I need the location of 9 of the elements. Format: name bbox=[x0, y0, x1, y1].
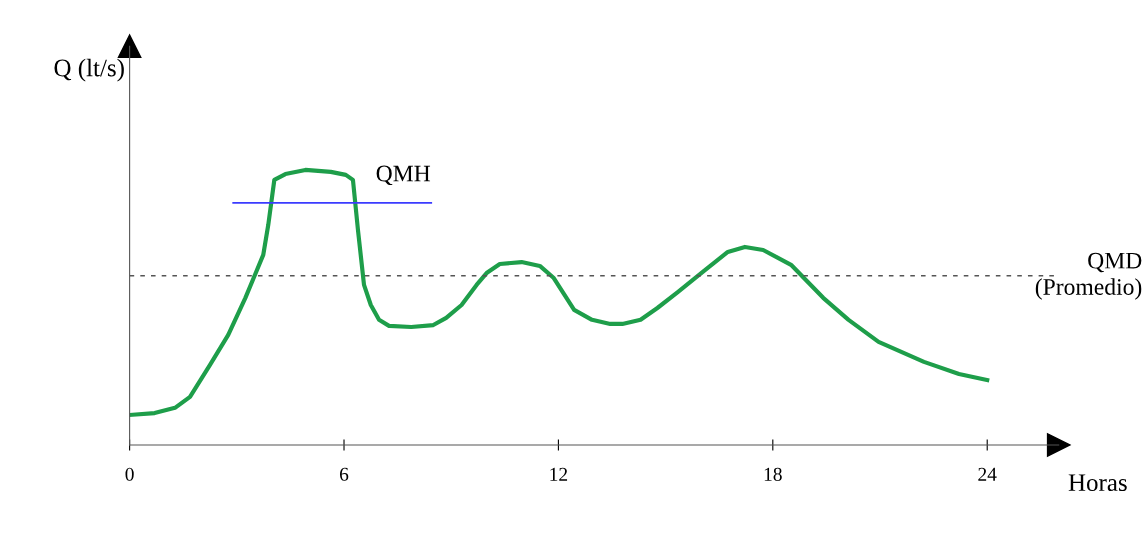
x-tick-label: 24 bbox=[978, 467, 997, 481]
y-axis-title: Q (lt/s) bbox=[54, 58, 124, 82]
x-tick-label: 0 bbox=[125, 467, 134, 481]
series-label: QMH bbox=[376, 165, 431, 186]
x-tick-label: 18 bbox=[764, 467, 782, 481]
x-axis-title: Horas bbox=[1068, 474, 1127, 492]
x-tick-label: 6 bbox=[339, 467, 349, 481]
x-tick-label: 12 bbox=[550, 467, 568, 481]
ref-line-label: QMD (Promedio) bbox=[1035, 252, 1142, 300]
